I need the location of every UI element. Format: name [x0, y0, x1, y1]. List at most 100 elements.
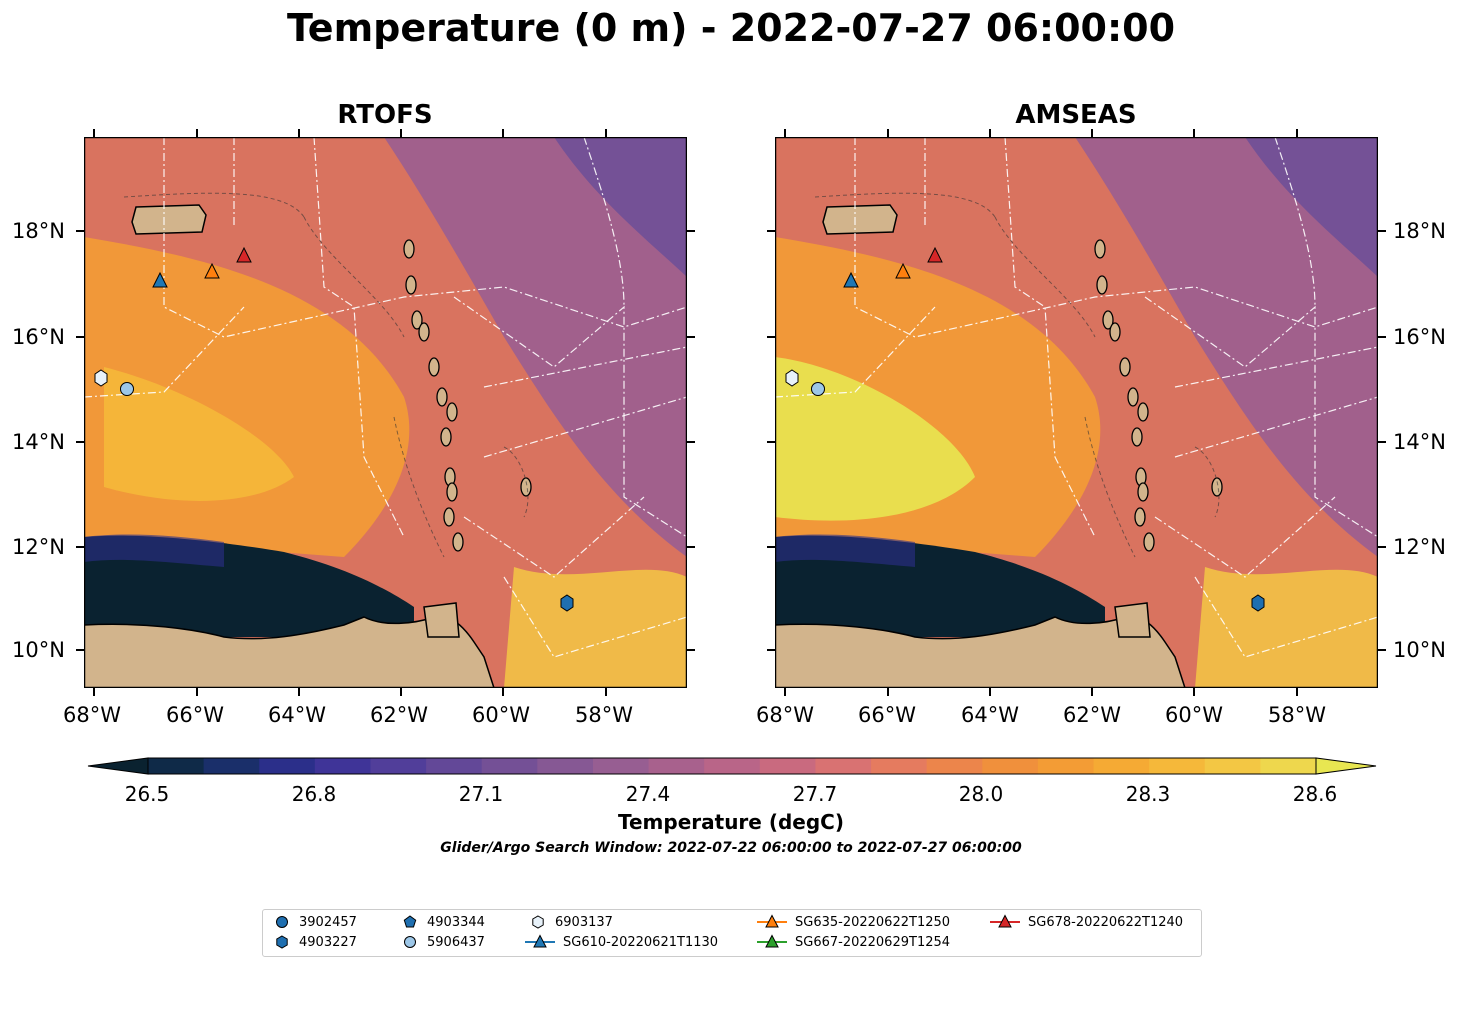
colorbar-segment [871, 758, 928, 774]
lon-label-66: 66°W [166, 703, 224, 727]
land-island [1102, 310, 1114, 330]
colorbar-segment [259, 758, 316, 774]
colorbar-frame [147, 757, 1317, 775]
colorbar-segment [481, 758, 538, 774]
legend-item-3902457: 3902457 [273, 914, 357, 930]
lat-label-12: 12°N [12, 535, 65, 559]
eez-boundary [503, 137, 687, 658]
glider-sg678-marker [236, 246, 252, 263]
lat-label-14: 14°N [12, 430, 65, 454]
colorbar-tick: 27.7 [792, 782, 838, 806]
land-island [403, 239, 415, 259]
land-puerto-rico [822, 204, 898, 235]
eez-boundary [463, 346, 687, 578]
glider-sg610-marker [843, 271, 859, 288]
hexagon-marker-icon [276, 935, 288, 949]
lon-label-58: 58°W [575, 703, 633, 727]
colorbar [87, 757, 1377, 775]
legend-item-sg678: SG678-20220622T1240 [990, 914, 1183, 930]
land-island [405, 275, 417, 295]
lon-label-64: 64°W [268, 703, 326, 727]
colorbar-tick: 27.4 [625, 782, 671, 806]
colorbar-segment [926, 758, 983, 774]
cool-water-region [384, 137, 687, 557]
cool-water-region [1245, 137, 1378, 277]
legend-label: SG667-20220629T1254 [795, 934, 951, 950]
legend-item-5906437: 5906437 [401, 934, 485, 950]
panel-title-amseas: AMSEAS [1015, 100, 1137, 130]
land-island [1109, 322, 1121, 342]
land-island [1134, 507, 1146, 527]
land-island [446, 402, 458, 422]
figure-title: Temperature (0 m) - 2022-07-27 06:00:00 [286, 6, 1176, 50]
cool-water-region [1075, 137, 1378, 557]
triangle-marker-icon [757, 914, 787, 928]
land-trinidad [423, 602, 460, 638]
circle-marker-icon [404, 936, 416, 948]
land-island [1143, 532, 1155, 552]
legend: 3902457 4903227 4903344 5906437 6903137 … [262, 909, 1202, 957]
land-island [1137, 482, 1149, 502]
circle-marker-icon [276, 916, 288, 928]
land-island [1131, 427, 1143, 447]
eez-boundary [453, 296, 687, 538]
land-island [411, 310, 423, 330]
land-island [1119, 357, 1131, 377]
float-5906437-marker [120, 382, 134, 396]
float-6903137-marker [94, 369, 108, 387]
legend-label: 5906437 [427, 934, 485, 950]
land-trinidad [1114, 602, 1151, 638]
legend-item-sg610: SG610-20220621T1130 [525, 934, 718, 950]
legend-item-4903227: 4903227 [273, 934, 357, 950]
legend-item-6903137: 6903137 [529, 914, 613, 930]
lat-label-18: 18°N [12, 219, 65, 243]
colorbar-label: Temperature (degC) [618, 810, 844, 834]
lat-label-10: 10°N [12, 638, 65, 662]
warm-water-region [504, 567, 687, 688]
triangle-marker-icon [525, 934, 555, 948]
eez-boundary [1194, 137, 1378, 658]
colorbar-tick: 26.8 [291, 782, 337, 806]
lat-label-16: 16°N [12, 325, 65, 349]
pentagon-marker-icon [403, 915, 417, 928]
land-island [520, 477, 532, 497]
land-island [436, 387, 448, 407]
legend-label: 4903227 [299, 934, 357, 950]
glider-sg610-marker [152, 271, 168, 288]
glider-sg635-marker [204, 262, 220, 279]
panel-title-rtofs: RTOFS [337, 100, 433, 130]
float-4903227-marker [560, 594, 574, 612]
lat-label-12-right: 12°N [1393, 535, 1446, 559]
cool-water-region [554, 137, 687, 277]
glider-sg678-marker [927, 246, 943, 263]
colorbar-tick: 28.6 [1292, 782, 1338, 806]
land-island [452, 532, 464, 552]
land-island [1137, 402, 1149, 422]
lon-label-62: 62°W [370, 703, 428, 727]
colorbar-segment [426, 758, 483, 774]
float-4903227-marker [1251, 594, 1265, 612]
colorbar-tick: 28.0 [958, 782, 1004, 806]
legend-label: 6903137 [555, 914, 613, 930]
lat-label-16-right: 16°N [1393, 325, 1446, 349]
colorbar-segment [1260, 758, 1317, 774]
legend-label: SG678-20220622T1240 [1028, 914, 1184, 930]
float-5906437-marker [811, 382, 825, 396]
lon-label-58-right: 58°W [1268, 703, 1326, 727]
legend-item-sg667: SG667-20220629T1254 [757, 934, 950, 950]
map-panel-amseas [775, 137, 1378, 688]
land-island [446, 482, 458, 502]
lon-label-64-right: 64°W [961, 703, 1019, 727]
warm-water-region [775, 357, 975, 521]
land-island [1094, 239, 1106, 259]
eez-boundary [854, 137, 1378, 338]
colorbar-segment [759, 758, 817, 774]
land-island [428, 357, 440, 377]
lat-label-18-right: 18°N [1393, 219, 1446, 243]
colorbar-segment [1204, 758, 1261, 774]
lon-label-60: 60°W [472, 703, 530, 727]
colorbar-segment [592, 758, 650, 774]
upwelling-region [84, 534, 224, 567]
land-puerto-rico [131, 204, 207, 235]
lon-label-68-right: 68°W [756, 703, 814, 727]
